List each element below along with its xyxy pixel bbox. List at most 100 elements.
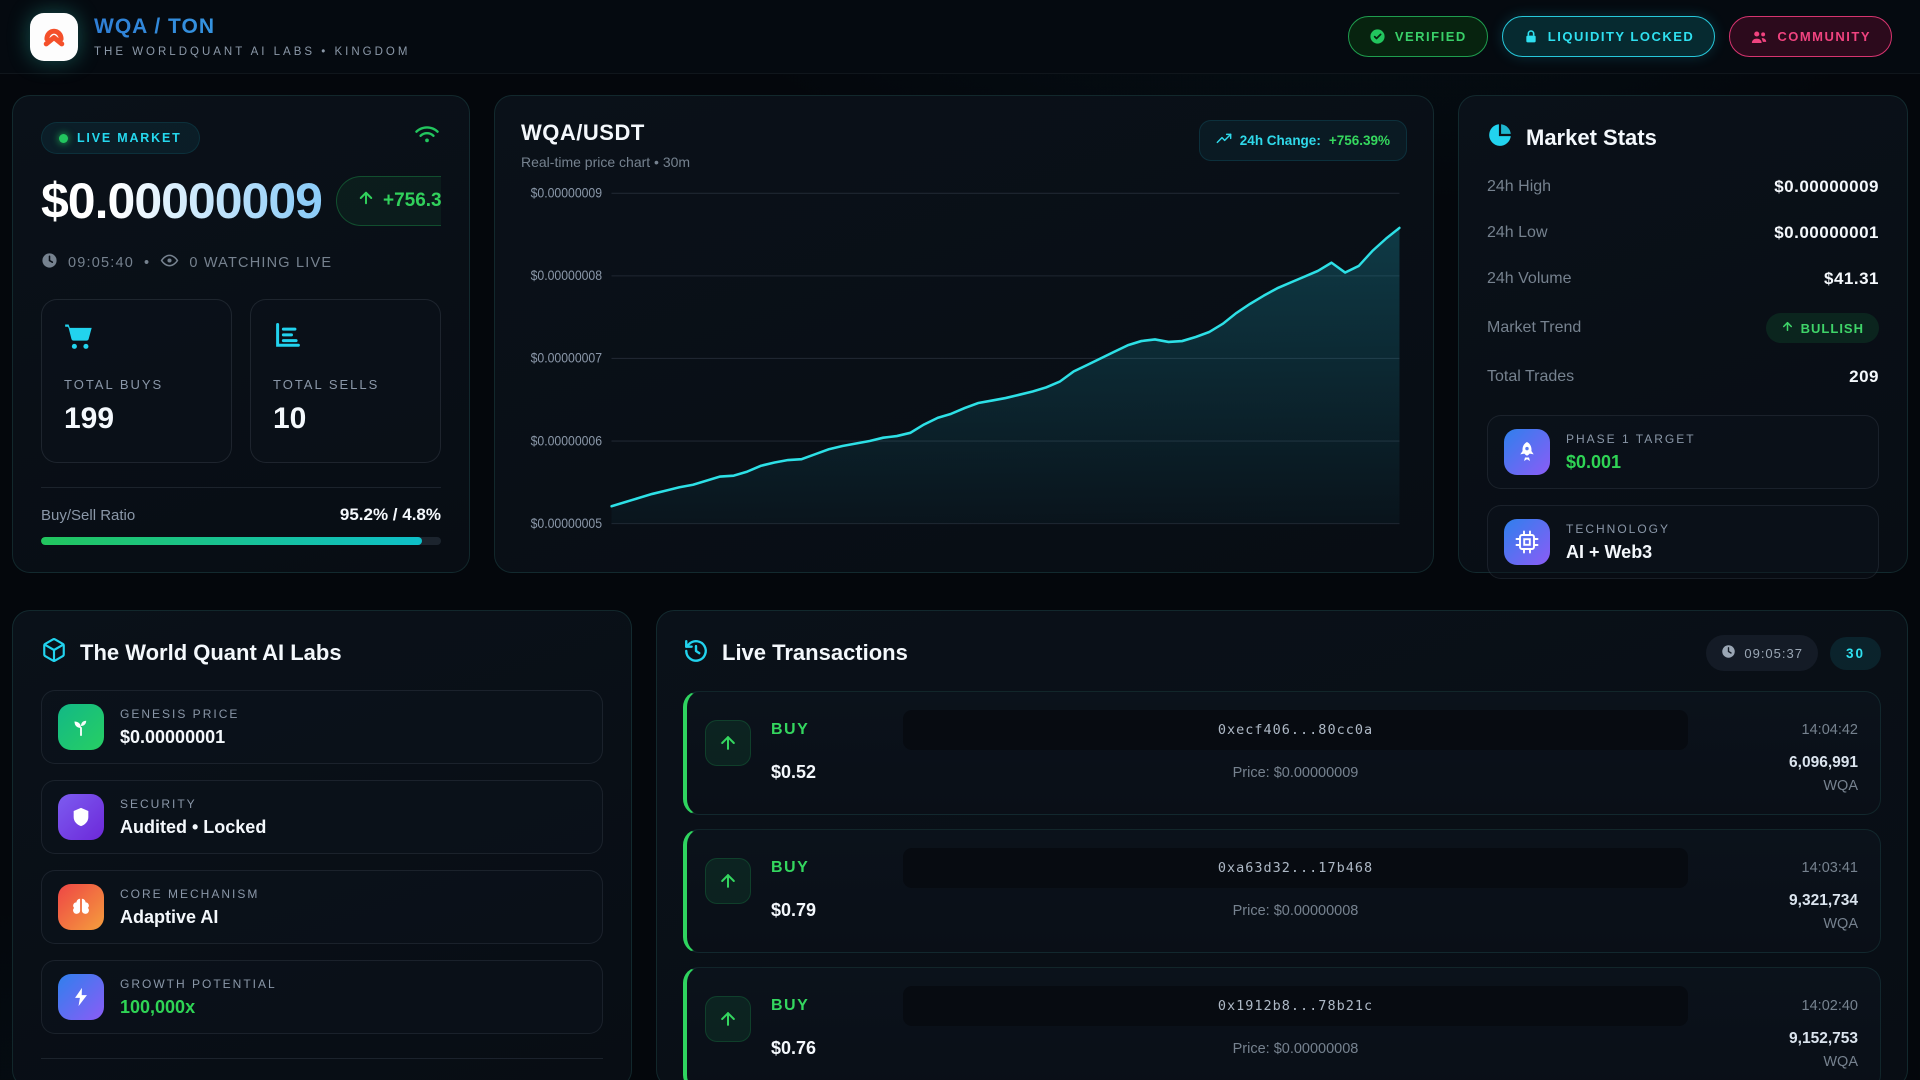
transactions-clock-badge: 09:05:37 (1706, 635, 1818, 671)
trades-value: 209 (1849, 367, 1879, 386)
ratio-label: Buy/Sell Ratio (41, 507, 136, 524)
pie-chart-icon (1487, 122, 1513, 153)
total-sells-label: TOTAL SELLS (273, 377, 380, 392)
check-circle-icon (1369, 28, 1386, 45)
trend-value: BULLISH (1800, 320, 1864, 336)
tx-token-amount: 9,152,753 (1789, 1030, 1858, 1047)
live-market-label: LIVE MARKET (77, 131, 182, 145)
stat-row-trend: Market Trend BULLISH (1487, 313, 1879, 343)
chart-change-badge: 24h Change: +756.39% (1198, 120, 1407, 161)
total-sells-value: 10 (273, 402, 307, 435)
tx-type: BUY (771, 721, 810, 738)
low-label: 24h Low (1487, 224, 1548, 241)
technology-value: AI + Web3 (1566, 541, 1653, 562)
shield-icon (58, 794, 104, 840)
transaction-row[interactable]: BUY $0.79 0xa63d32...17b468 Price: $0.00… (683, 829, 1881, 953)
growth-potential-value: 100,000x (120, 996, 196, 1017)
phase-target-card: PHASE 1 TARGET $0.001 (1487, 415, 1879, 489)
clock-icon (1721, 644, 1736, 662)
price-chart-panel: WQA/USDT Real-time price chart • 30m 24h… (494, 95, 1434, 573)
tx-type: BUY (771, 859, 810, 876)
top-header: WQA / TON THE WORLDQUANT AI LABS • KINGD… (0, 0, 1920, 74)
lock-icon (1523, 29, 1539, 45)
arch-logo-icon (37, 17, 71, 56)
tx-address[interactable]: 0x1912b8...78b21c (903, 986, 1688, 1026)
liquidity-badge-label: LIQUIDITY LOCKED (1547, 29, 1695, 44)
chart-pair-title: WQA/USDT (521, 120, 645, 145)
meta-separator: • (144, 254, 151, 271)
tx-price: Price: $0.00000008 (1232, 903, 1359, 919)
tx-token-amount: 9,321,734 (1789, 892, 1858, 909)
brain-icon (58, 884, 104, 930)
core-mechanism-label: CORE MECHANISM (120, 886, 260, 901)
current-price: $0.00000009 (41, 173, 323, 229)
svg-text:$0.00000007: $0.00000007 (531, 350, 602, 366)
security-value: Audited • Locked (120, 816, 267, 837)
cart-icon (64, 324, 94, 354)
price-change-pill: +756.39% (335, 176, 441, 226)
clock-icon (41, 252, 58, 273)
tx-token-symbol: WQA (1823, 778, 1858, 794)
main-content: LIVE MARKET $0.00000009 +756.39% (0, 74, 1920, 1080)
technology-label: TECHNOLOGY (1566, 521, 1671, 536)
high-label: 24h High (1487, 178, 1552, 195)
tx-address[interactable]: 0xa63d32...17b468 (903, 848, 1688, 888)
tx-usd-amount: $0.79 (771, 900, 817, 920)
live-transactions-panel: Live Transactions 09:05:37 30 (656, 610, 1908, 1080)
arrow-up-icon (1781, 320, 1794, 336)
stat-row-high: 24h High $0.00000009 (1487, 175, 1879, 199)
divider (41, 1058, 603, 1059)
security-label: SECURITY (120, 796, 197, 811)
tx-token-symbol: WQA (1823, 916, 1858, 932)
total-buys-label: TOTAL BUYS (64, 377, 164, 392)
transaction-row[interactable]: BUY $0.52 0xecf406...80cc0a Price: $0.00… (683, 691, 1881, 815)
transaction-row[interactable]: BUY $0.76 0x1912b8...78b21c Price: $0.00… (683, 967, 1881, 1080)
trend-badge: BULLISH (1765, 313, 1879, 343)
svg-text:$0.00000008: $0.00000008 (531, 267, 602, 283)
arrow-up-icon (357, 189, 375, 213)
page-subtitle: THE WORLDQUANT AI LABS • KINGDOM (94, 46, 411, 58)
tx-time: 14:02:40 (1801, 998, 1858, 1014)
users-icon (1750, 29, 1768, 45)
stat-row-low: 24h Low $0.00000001 (1487, 221, 1879, 245)
tx-time: 14:04:42 (1801, 722, 1858, 738)
buy-arrow-icon (705, 858, 751, 904)
tx-address[interactable]: 0xecf406...80cc0a (903, 710, 1688, 750)
tx-usd-amount: $0.52 (771, 762, 817, 782)
bolt-icon (58, 974, 104, 1020)
community-badge[interactable]: COMMUNITY (1729, 16, 1892, 57)
total-buys-card: TOTAL BUYS 199 (41, 299, 232, 463)
buy-sell-ratio-fill (41, 537, 422, 545)
liquidity-locked-badge[interactable]: LIQUIDITY LOCKED (1501, 16, 1716, 57)
tx-time: 14:03:41 (1801, 860, 1858, 876)
bar-chart-icon (273, 322, 303, 354)
tx-usd-amount: $0.76 (771, 1038, 817, 1058)
total-sells-card: TOTAL SELLS 10 (250, 299, 441, 463)
header-badges: VERIFIED LIQUIDITY LOCKED COMMUNITY (1347, 16, 1892, 57)
live-market-panel: LIVE MARKET $0.00000009 +756.39% (12, 95, 470, 573)
verified-badge-label: VERIFIED (1394, 29, 1467, 44)
tx-price: Price: $0.00000009 (1232, 765, 1359, 781)
transactions-count-badge: 30 (1829, 636, 1881, 670)
live-market-badge: LIVE MARKET (41, 122, 200, 154)
chart-change-value: +756.39% (1328, 133, 1390, 148)
cube-icon (41, 637, 67, 668)
phase-target-value: $0.001 (1566, 451, 1622, 472)
svg-text:$0.00000006: $0.00000006 (531, 433, 602, 449)
watching-count: 0 WATCHING LIVE (189, 254, 333, 271)
transactions-clock: 09:05:37 (1744, 645, 1803, 661)
buy-arrow-icon (705, 720, 751, 766)
core-mechanism-value: Adaptive AI (120, 906, 219, 927)
transactions-title: Live Transactions (722, 640, 908, 665)
verified-badge[interactable]: VERIFIED (1347, 16, 1488, 57)
price-chart: $0.00000009 $0.00000008 $0.00000007 $0.0000… (521, 176, 1407, 556)
svg-text:$0.00000005: $0.00000005 (531, 515, 602, 531)
transactions-list: BUY $0.52 0xecf406...80cc0a Price: $0.00… (683, 691, 1881, 1080)
rocket-icon (1504, 429, 1550, 475)
volume-label: 24h Volume (1487, 270, 1572, 287)
divider (41, 487, 441, 488)
ratio-value: 95.2% / 4.8% (339, 505, 441, 524)
genesis-price-label: GENESIS PRICE (120, 706, 240, 721)
growth-potential-card: GROWTH POTENTIAL 100,000x (41, 960, 603, 1034)
market-time: 09:05:40 (68, 254, 135, 271)
